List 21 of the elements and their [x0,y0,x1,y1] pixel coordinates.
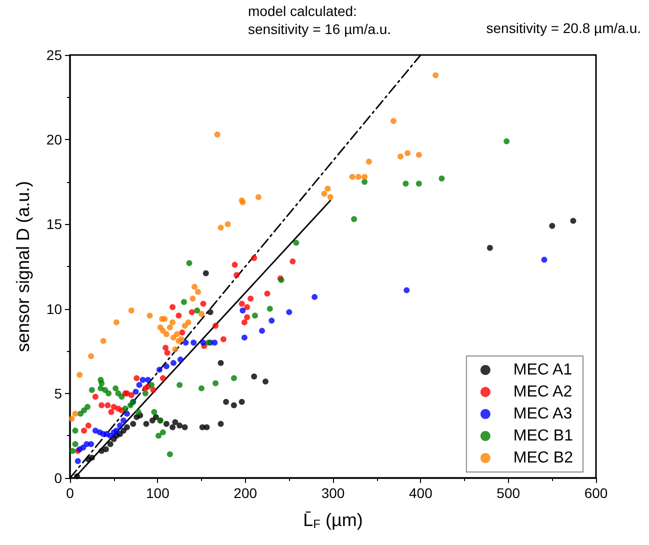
x-tick-label: 400 [408,485,433,501]
legend-label: MEC A3 [513,406,572,422]
legend-label: MEC B1 [513,428,574,444]
x-tick-label: 200 [234,485,258,501]
text: model calculated: sensitivity = 16 µm/a.u. [248,3,392,37]
x-tick-label: 100 [146,485,170,501]
legend-label: MEC A2 [513,384,572,400]
y-tick-label: 5 [54,385,62,402]
x-tick-label: 300 [321,485,345,501]
x-tick-label: 500 [496,485,520,501]
y-tick-label: 25 [46,47,62,63]
y-tick-label: 20 [46,132,62,148]
legend-label: MEC B2 [513,450,574,466]
y-tick-label: 10 [46,300,62,317]
y-tick-label: 0 [54,470,62,486]
legend-label: MEC A1 [513,362,572,378]
x-tick-label: 600 [584,485,608,501]
x-tick-label: 0 [66,485,74,501]
text: sensitivity = 20.8 µm/a.u. [486,20,642,36]
y-axis-title: sensor signal D (a.u.) [13,180,33,352]
y-tick-label: 15 [46,216,62,232]
